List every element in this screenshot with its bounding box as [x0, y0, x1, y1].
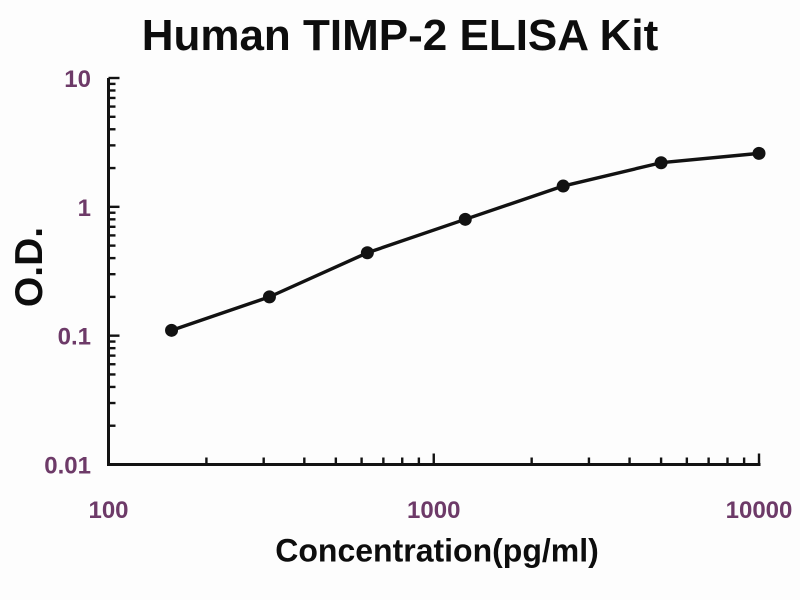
y-tick-label: 0.01 [44, 453, 91, 480]
x-tick-label: 100 [88, 497, 128, 524]
data-point [752, 146, 766, 160]
y-tick-label: 0.1 [58, 324, 91, 351]
data-point [262, 290, 276, 304]
data-point [458, 212, 472, 226]
data-point [360, 246, 374, 260]
chart-title: Human TIMP-2 ELISA Kit [141, 11, 659, 60]
data-point [654, 156, 668, 170]
standard-curve-line [169, 151, 761, 333]
x-axis-title: Concentration(pg/ml) [275, 532, 599, 569]
x-tick-label: 1000 [407, 497, 460, 524]
x-tick-label: 10000 [726, 497, 793, 524]
y-tick-label: 1 [78, 195, 91, 222]
data-point [556, 179, 570, 193]
y-tick-label: 10 [64, 66, 91, 93]
data-point [165, 323, 179, 337]
